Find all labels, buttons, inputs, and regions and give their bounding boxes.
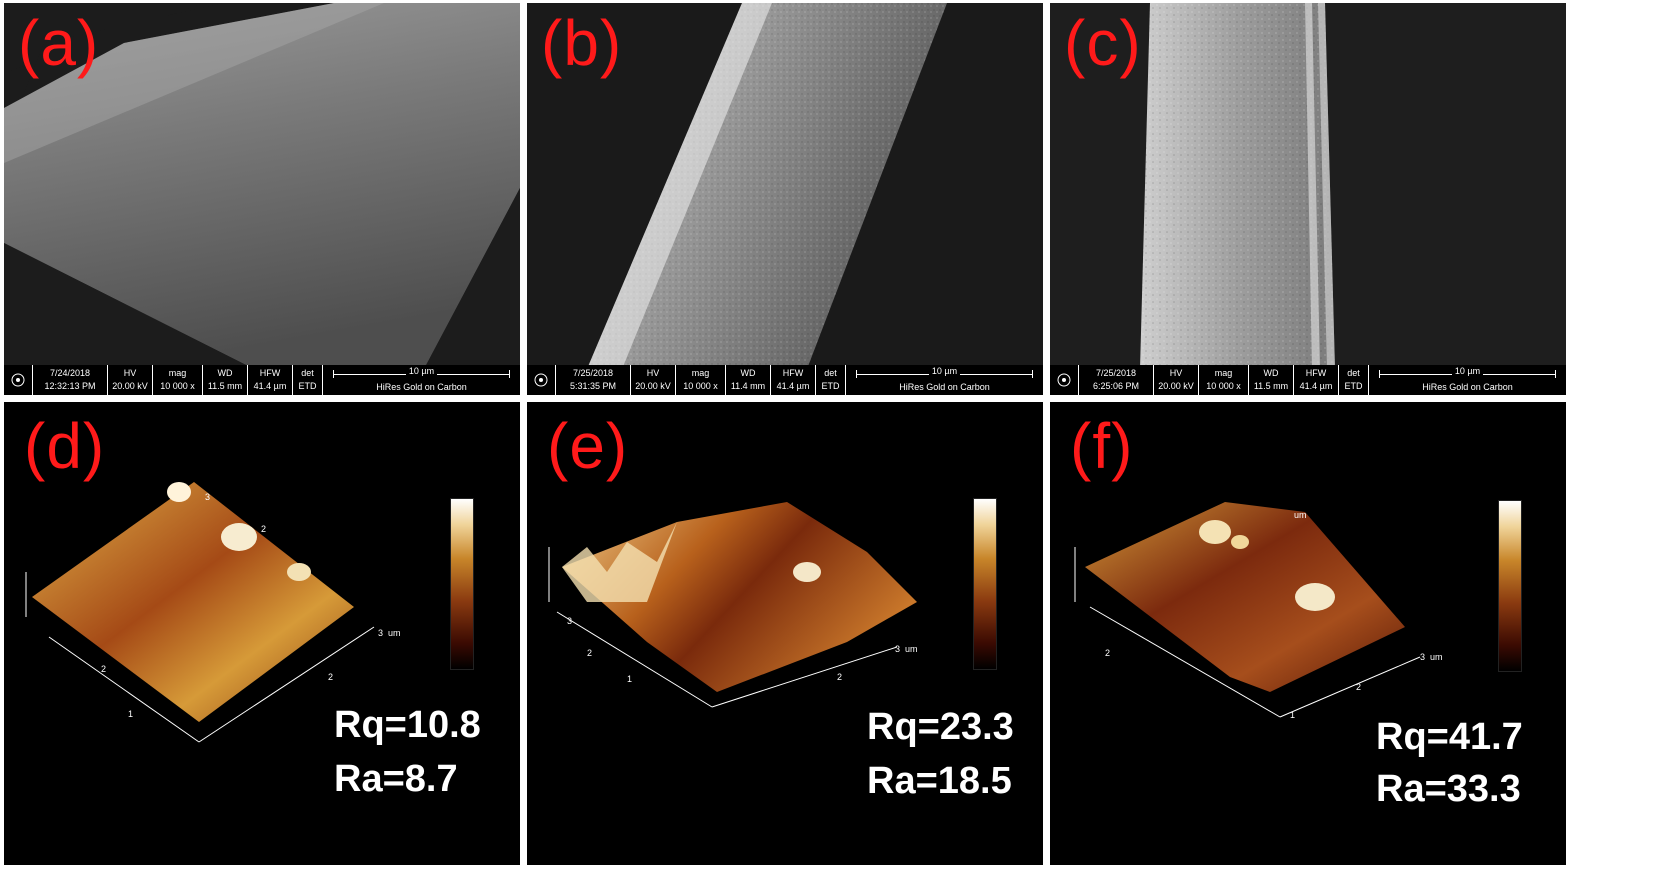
ra-value: Ra=8.7 bbox=[334, 758, 458, 800]
sem-image-a bbox=[4, 3, 520, 369]
info-mag: 10 000 x bbox=[160, 381, 195, 391]
scale-bar: 10 µm HiRes Gold on Carbon bbox=[846, 365, 1043, 395]
info-wd-header: WD bbox=[740, 368, 756, 378]
axis-tick-1-left: 1 bbox=[128, 709, 134, 719]
info-date: 7/25/2018 bbox=[1095, 368, 1137, 378]
scale-label: 10 µm bbox=[405, 366, 438, 376]
ra-value: Ra=33.3 bbox=[1376, 768, 1521, 810]
info-hfw: 41.4 µm bbox=[253, 381, 287, 391]
info-hv-header: HV bbox=[646, 368, 660, 378]
afm-surface-e bbox=[548, 502, 917, 708]
scale-label: 10 µm bbox=[1451, 366, 1484, 376]
info-wd-header: WD bbox=[1263, 368, 1279, 378]
scale-bar: 10 µm HiRes Gold on Carbon bbox=[1369, 365, 1566, 395]
info-mag: 10 000 x bbox=[683, 381, 718, 391]
afm-surface-f bbox=[1074, 502, 1421, 718]
info-time: 12:32:13 PM bbox=[44, 381, 96, 391]
sem-image-b bbox=[527, 3, 1043, 369]
sem-logo-icon bbox=[11, 373, 25, 387]
sem-panel-a: (a) 7/24/2018 12:32:13 PM HV 20.00 kV mag 1… bbox=[4, 3, 520, 395]
axis-unit-top: um bbox=[1294, 510, 1307, 520]
panel-label-a: (a) bbox=[18, 7, 100, 79]
info-mag: 10 000 x bbox=[1206, 381, 1241, 391]
panel-label-c: (c) bbox=[1064, 7, 1142, 79]
info-hv-header: HV bbox=[1169, 368, 1183, 378]
axis-tick-2-left: 2 bbox=[1105, 648, 1111, 658]
axis-tick-2-top: 2 bbox=[261, 524, 267, 534]
info-wd-header: WD bbox=[217, 368, 233, 378]
info-hv-header: HV bbox=[123, 368, 137, 378]
sem-panel-c: (c) 7/25/2018 6:25:06 PM HV 20.00 kV mag 10… bbox=[1050, 3, 1566, 395]
axis-tick-3-left: 3 bbox=[567, 616, 573, 626]
sem-image-c bbox=[1050, 3, 1566, 369]
info-date: 7/24/2018 bbox=[49, 368, 91, 378]
info-det-header: det bbox=[301, 368, 314, 378]
info-hfw: 41.4 µm bbox=[776, 381, 810, 391]
info-date: 7/25/2018 bbox=[572, 368, 614, 378]
axis-tick-3-top: 3 bbox=[205, 492, 211, 502]
info-hfw-header: HFW bbox=[259, 368, 281, 378]
panel-label-e: (e) bbox=[547, 410, 629, 482]
info-time: 6:25:06 PM bbox=[1092, 381, 1140, 391]
info-time: 5:31:35 PM bbox=[569, 381, 617, 391]
sem-logo-icon bbox=[1057, 373, 1071, 387]
info-hv: 20.00 kV bbox=[1158, 381, 1194, 391]
afm-panel-f: um 3 um 2 2 1 (f) Rq=41.7 Ra=33.3 bbox=[1050, 402, 1566, 865]
sample-label: HiRes Gold on Carbon bbox=[899, 382, 990, 392]
info-det: ETD bbox=[821, 381, 840, 391]
info-mag-header: mag bbox=[168, 368, 187, 378]
axis-tick-2-left: 2 bbox=[587, 648, 593, 658]
rq-value: Rq=10.8 bbox=[334, 704, 481, 746]
rq-value: Rq=41.7 bbox=[1376, 716, 1523, 758]
axis-tick-3-right: 3 bbox=[378, 628, 384, 638]
sem-info-bar-c: 7/25/2018 6:25:06 PM HV 20.00 kV mag 10 000… bbox=[1050, 365, 1566, 395]
afm-surface-d bbox=[25, 482, 375, 743]
color-scale-bar bbox=[973, 498, 997, 670]
info-hv: 20.00 kV bbox=[112, 381, 148, 391]
ra-value: Ra=18.5 bbox=[867, 760, 1012, 802]
info-det: ETD bbox=[298, 381, 317, 391]
afm-panel-d: 3 2 3 um 2 2 1 (d) Rq=10.8 Ra=8.7 bbox=[4, 402, 520, 865]
sample-label: HiRes Gold on Carbon bbox=[376, 382, 467, 392]
sem-panel-b: (b) 7/25/2018 5:31:35 PM HV 20.00 kV mag 10… bbox=[527, 3, 1043, 395]
info-det: ETD bbox=[1344, 381, 1363, 391]
axis-unit: um bbox=[905, 644, 918, 654]
axis-tick-2-right: 2 bbox=[837, 672, 843, 682]
axis-tick-3-right: 3 bbox=[895, 644, 901, 654]
sample-label: HiRes Gold on Carbon bbox=[1422, 382, 1513, 392]
axis-unit: um bbox=[388, 628, 401, 638]
axis-tick-1-left: 1 bbox=[627, 674, 633, 684]
info-hv: 20.00 kV bbox=[635, 381, 671, 391]
info-wd: 11.5 mm bbox=[1253, 381, 1289, 391]
scale-label: 10 µm bbox=[928, 366, 961, 376]
panel-label-b: (b) bbox=[541, 7, 623, 79]
info-det-header: det bbox=[1347, 368, 1360, 378]
panel-label-f: (f) bbox=[1070, 410, 1134, 482]
color-scale-bar bbox=[450, 498, 474, 670]
panel-label-d: (d) bbox=[24, 410, 106, 482]
color-scale-bar bbox=[1498, 500, 1522, 672]
info-hfw-header: HFW bbox=[782, 368, 804, 378]
info-hfw-header: HFW bbox=[1305, 368, 1327, 378]
info-wd: 11.5 mm bbox=[207, 381, 243, 391]
info-det-header: det bbox=[824, 368, 837, 378]
axis-unit: um bbox=[1430, 652, 1443, 662]
info-mag-header: mag bbox=[691, 368, 710, 378]
axis-tick-2-right: 2 bbox=[1356, 682, 1362, 692]
rq-value: Rq=23.3 bbox=[867, 706, 1014, 748]
info-wd: 11.4 mm bbox=[730, 381, 766, 391]
axis-tick-3-right: 3 bbox=[1420, 652, 1426, 662]
sem-info-bar-a: 7/24/2018 12:32:13 PM HV 20.00 kV mag 10 00… bbox=[4, 365, 520, 395]
sem-logo-icon bbox=[534, 373, 548, 387]
info-mag-header: mag bbox=[1214, 368, 1233, 378]
sem-info-bar-b: 7/25/2018 5:31:35 PM HV 20.00 kV mag 10 000… bbox=[527, 365, 1043, 395]
info-hfw: 41.4 µm bbox=[1299, 381, 1333, 391]
axis-tick-2-right: 2 bbox=[328, 672, 334, 682]
scale-bar: 10 µm HiRes Gold on Carbon bbox=[323, 365, 520, 395]
axis-tick-2-left: 2 bbox=[101, 664, 107, 674]
axis-tick-1-left: 1 bbox=[1290, 710, 1296, 720]
afm-panel-e: 3 um 2 3 2 1 (e) Rq=23.3 Ra=18.5 bbox=[527, 402, 1043, 865]
